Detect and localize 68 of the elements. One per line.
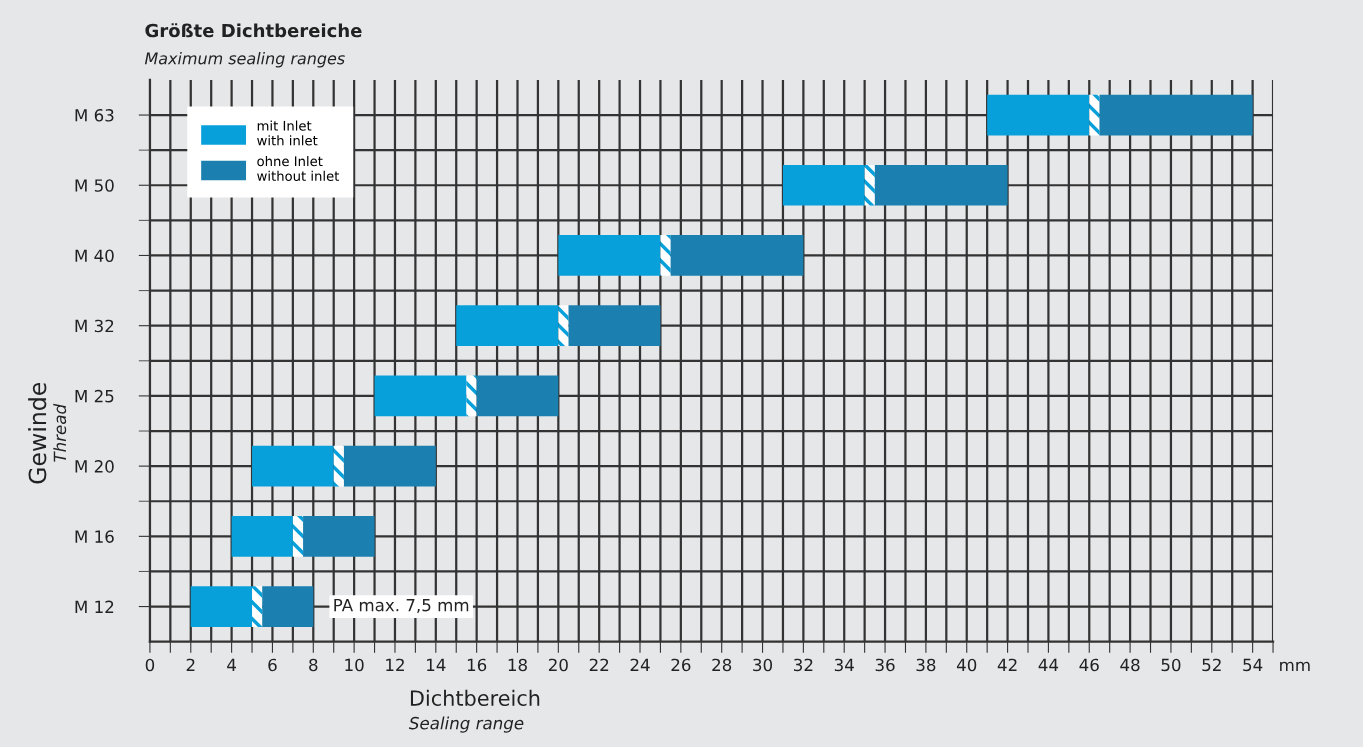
y-tick-label: M 50	[75, 179, 114, 192]
y-tick-label: M 16	[75, 530, 114, 543]
x-tick-label: 38	[916, 658, 936, 672]
x-tick-label: 44	[1038, 658, 1059, 671]
x-tick-label: 0	[145, 658, 155, 672]
bar	[1089, 94, 1100, 136]
bar	[558, 305, 569, 347]
bar	[303, 515, 375, 557]
bar	[660, 235, 671, 276]
bar	[252, 445, 334, 487]
x-tick-label: 20	[548, 658, 568, 672]
bar	[476, 375, 559, 417]
x-tick-label: 10	[345, 658, 364, 672]
bar	[782, 164, 865, 206]
x-tick-label: 24	[630, 658, 650, 671]
x-tick-label: 4	[227, 658, 236, 671]
x-tick-label: 6	[268, 658, 277, 672]
bar	[231, 515, 293, 557]
bar	[190, 586, 253, 627]
x-tick-label: 52	[1202, 658, 1221, 672]
bar	[466, 375, 477, 417]
x-tick-label: 28	[712, 658, 732, 672]
y-tick-label: M 32	[75, 319, 114, 333]
bar	[670, 235, 804, 276]
x-tick-label: 16	[467, 658, 487, 672]
x-tick-label: 50	[1161, 658, 1181, 672]
y-tick-label: M 63	[75, 109, 114, 122]
legend-label: ohne Inlet without inlet	[257, 155, 340, 181]
x-tick-label: 8	[309, 658, 318, 672]
bar	[456, 305, 559, 347]
x-tick-label: 48	[1120, 658, 1140, 672]
bar	[292, 515, 304, 557]
legend-label: mit Inlet with inlet	[257, 120, 318, 146]
chart-title: Größte Dichtbereiche	[145, 23, 362, 38]
y-tick-label: M 40	[75, 249, 114, 263]
bar	[252, 586, 263, 627]
bar	[343, 445, 436, 487]
x-tick-label: 46	[1079, 658, 1099, 672]
x-axis-title: Dichtbereich Sealing range	[409, 689, 540, 733]
y-axis-title: Gewinde Thread	[28, 382, 67, 484]
x-tick-label: 36	[875, 658, 895, 672]
text: mm	[1280, 661, 1310, 671]
bar	[333, 445, 344, 487]
bar	[987, 94, 1090, 136]
chart-subtitle: Maximum sealing ranges	[144, 52, 345, 68]
bar	[1099, 94, 1253, 136]
y-tick-label: M 25	[75, 389, 114, 403]
x-tick-label: 32	[794, 658, 813, 672]
x-tick-label: 40	[956, 658, 977, 672]
x-tick-label: 18	[508, 658, 527, 672]
bar	[262, 586, 314, 627]
x-tick-label: 22	[589, 658, 609, 671]
x-tick-label: 34	[834, 658, 854, 672]
bar	[568, 305, 661, 347]
bar	[864, 164, 875, 206]
y-tick-label: M 12	[75, 600, 114, 613]
x-tick-label: 14	[427, 658, 446, 671]
x-tick-label: 42	[997, 658, 1017, 671]
x-tick-label: 12	[386, 658, 404, 671]
x-tick-label: 26	[671, 658, 691, 672]
x-tick-label: 30	[753, 658, 773, 672]
x-tick-label: 54	[1243, 658, 1263, 672]
bar	[558, 235, 661, 276]
annotation: PA max. 7,5 mm	[334, 599, 469, 614]
bar	[874, 164, 1008, 206]
bar	[374, 375, 467, 417]
x-tick-label: 2	[186, 658, 195, 671]
y-tick-label: M 20	[75, 460, 114, 473]
